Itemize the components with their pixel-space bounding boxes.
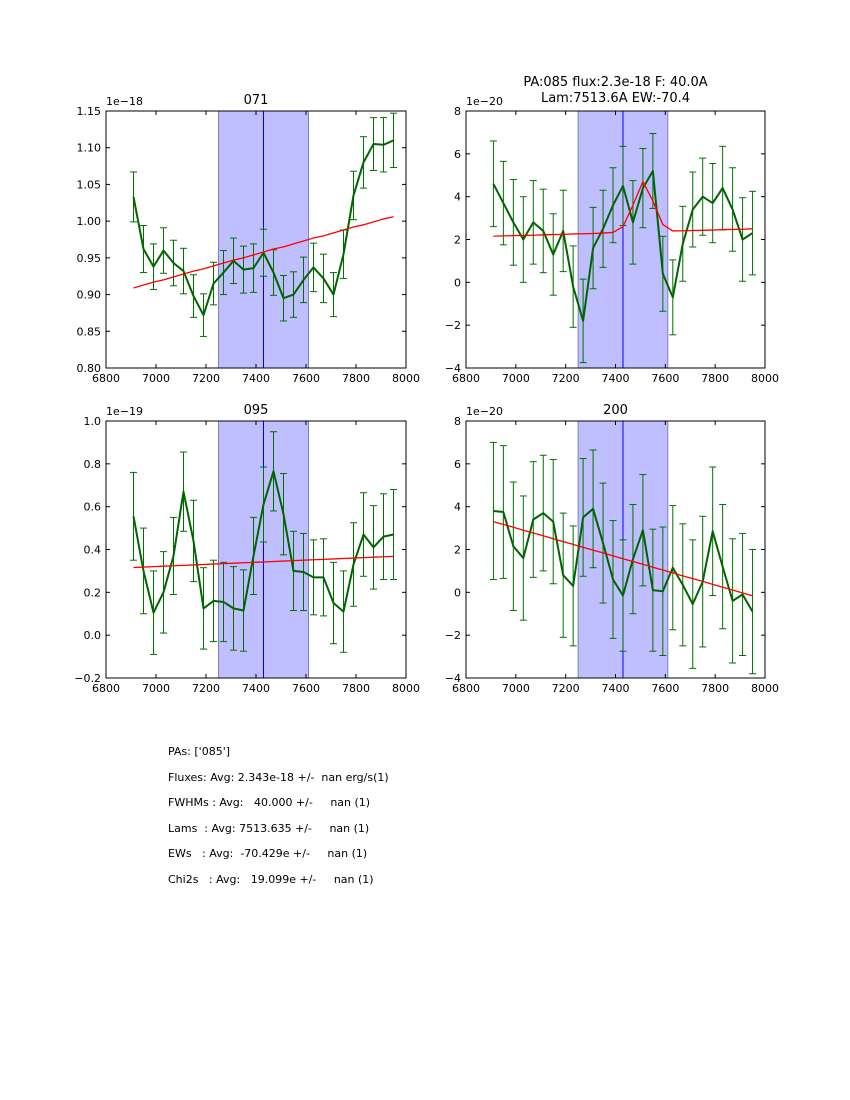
x-tick-label: 8000 bbox=[751, 682, 779, 695]
panel-title: 071 bbox=[244, 93, 269, 108]
y-tick-label: 0.85 bbox=[77, 325, 102, 338]
x-tick-label: 7600 bbox=[292, 372, 320, 385]
plot-area bbox=[489, 111, 757, 368]
summary-ews: EWs : Avg: -70.429e +/- nan (1) bbox=[168, 847, 368, 861]
summary-lams: Lams : Avg: 7513.635 +/- nan (1) bbox=[168, 821, 370, 835]
y-tick-label: 8 bbox=[454, 105, 461, 118]
x-tick-label: 6800 bbox=[452, 372, 480, 385]
y-tick-label: 2 bbox=[454, 544, 461, 557]
y-tick-label: 1.10 bbox=[77, 142, 102, 155]
panel-1: 6800 7000 7200 7400 7600 7800 8000 0.80 0.85 0.90… bbox=[77, 93, 421, 385]
summary-fluxes: Fluxes: Avg: 2.343e-18 +/- nan erg/s(1) bbox=[168, 770, 389, 784]
fit-line bbox=[133, 216, 394, 289]
x-tick-label: 6800 bbox=[92, 682, 120, 695]
x-tick-label: 7800 bbox=[701, 682, 729, 695]
y-offset-label: 1e−19 bbox=[106, 405, 143, 418]
plot-area bbox=[130, 421, 397, 678]
y-tick-label: 0 bbox=[454, 586, 461, 599]
y-tick-label: 6 bbox=[454, 458, 461, 471]
y-tick-label: 1.0 bbox=[84, 415, 102, 428]
x-tick-label: 7800 bbox=[701, 372, 729, 385]
x-tick-label: 7600 bbox=[651, 682, 679, 695]
plot-area bbox=[130, 111, 397, 368]
x-tick-label: 7000 bbox=[142, 682, 170, 695]
x-tick-label: 7000 bbox=[142, 372, 170, 385]
summary-block: PAs: ['085'] Fluxes: Avg: 2.343e-18 +/- … bbox=[168, 745, 389, 899]
x-tick-label: 7400 bbox=[602, 372, 630, 385]
fit-line bbox=[133, 555, 394, 569]
x-tick-label: 7800 bbox=[342, 372, 370, 385]
panel-3: 6800 7000 7200 7400 7600 7800 8000 −0.2 0.0 0.2 0.… bbox=[74, 403, 420, 695]
y-tick-label: −0.2 bbox=[74, 672, 101, 685]
y-tick-label: 0.95 bbox=[77, 252, 102, 265]
x-tick-label: 7200 bbox=[192, 682, 220, 695]
x-tick-label: 7600 bbox=[651, 372, 679, 385]
y-tick-label: 0 bbox=[454, 276, 461, 289]
panel-title: Lam:7513.6A EW:-70.4 bbox=[541, 91, 690, 106]
x-tick-label: 6800 bbox=[92, 372, 120, 385]
x-tick-label: 7800 bbox=[342, 682, 370, 695]
y-tick-label: 0.6 bbox=[84, 501, 102, 514]
y-tick-label: −4 bbox=[445, 672, 461, 685]
y-tick-label: 1.05 bbox=[77, 178, 102, 191]
y-tick-label: 4 bbox=[454, 191, 461, 204]
panel-4: 6800 7000 7200 7400 7600 7800 8000 −4 −2 0 2 4 6 8 1e−… bbox=[445, 403, 779, 695]
fit-line bbox=[493, 521, 753, 597]
y-tick-label: 0.4 bbox=[84, 544, 102, 557]
x-tick-label: 7000 bbox=[502, 372, 530, 385]
y-tick-label: 0.2 bbox=[84, 586, 102, 599]
y-tick-label: 1.00 bbox=[77, 215, 102, 228]
y-tick-label: 4 bbox=[454, 501, 461, 514]
y-tick-label: −2 bbox=[445, 629, 461, 642]
x-tick-label: 7600 bbox=[292, 682, 320, 695]
y-tick-label: 2 bbox=[454, 234, 461, 247]
x-tick-label: 7200 bbox=[192, 372, 220, 385]
summary-fwhms: FWHMs : Avg: 40.000 +/- nan (1) bbox=[168, 796, 371, 810]
summary-chi2s: Chi2s : Avg: 19.099e +/- nan (1) bbox=[168, 872, 374, 886]
y-tick-label: −4 bbox=[445, 362, 461, 375]
panel-2: 6800 7000 7200 7400 7600 7800 8000 −4 −2 0 2 4 6 8 1e−… bbox=[445, 75, 779, 385]
fit-line bbox=[493, 180, 753, 237]
x-tick-label: 7400 bbox=[242, 682, 270, 695]
x-tick-label: 8000 bbox=[392, 372, 420, 385]
y-offset-label: 1e−20 bbox=[466, 405, 503, 418]
x-tick-label: 7200 bbox=[552, 372, 580, 385]
x-tick-label: 7400 bbox=[602, 682, 630, 695]
x-tick-label: 7400 bbox=[242, 372, 270, 385]
y-tick-label: −2 bbox=[445, 319, 461, 332]
y-offset-label: 1e−20 bbox=[466, 95, 503, 108]
x-tick-label: 7200 bbox=[552, 682, 580, 695]
summary-pas: PAs: ['085'] bbox=[168, 745, 231, 758]
y-tick-label: 0.90 bbox=[77, 289, 102, 302]
y-tick-label: 8 bbox=[454, 415, 461, 428]
y-tick-label: 0.0 bbox=[84, 629, 102, 642]
plot-area bbox=[489, 421, 757, 678]
y-tick-label: 0.8 bbox=[84, 458, 102, 471]
panel-title: 095 bbox=[244, 403, 269, 418]
x-tick-label: 7000 bbox=[502, 682, 530, 695]
y-tick-label: 0.80 bbox=[77, 362, 102, 375]
x-tick-label: 6800 bbox=[452, 682, 480, 695]
y-offset-label: 1e−18 bbox=[106, 95, 143, 108]
x-tick-label: 8000 bbox=[751, 372, 779, 385]
x-tick-label: 8000 bbox=[392, 682, 420, 695]
panel-title: 200 bbox=[603, 403, 628, 418]
y-tick-label: 1.15 bbox=[77, 105, 102, 118]
panel-title: PA:085 flux:2.3e-18 F: 40.0A bbox=[523, 75, 707, 90]
y-tick-label: 6 bbox=[454, 148, 461, 161]
